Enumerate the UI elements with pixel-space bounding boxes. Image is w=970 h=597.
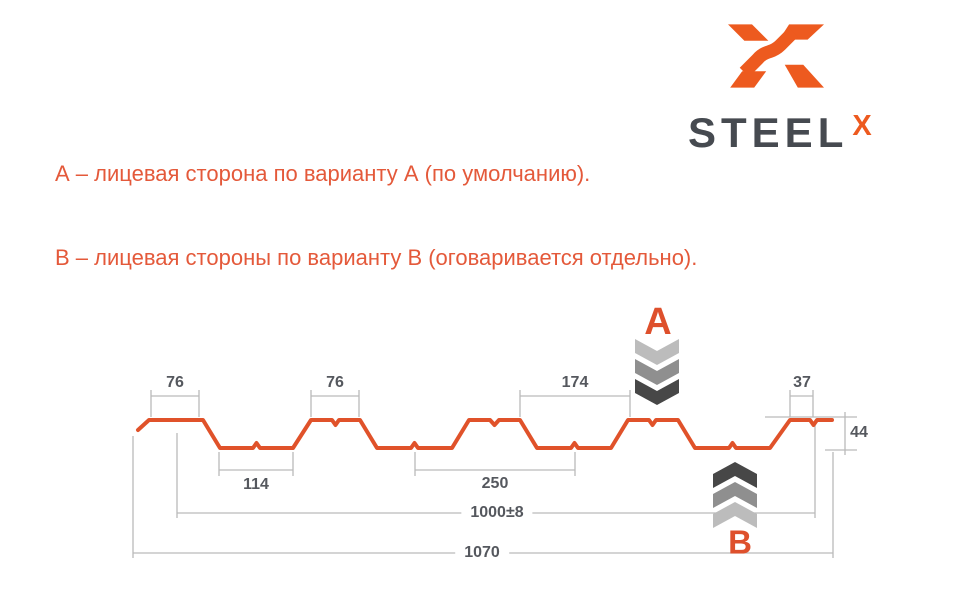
note-variant-b: В – лицевая стороны по варианту В (огова… bbox=[55, 245, 698, 270]
brand-name: STEEL X bbox=[688, 112, 872, 154]
dim-label-valley: 114 bbox=[243, 476, 269, 493]
dim-label-overall-width: 1070 bbox=[455, 545, 509, 561]
dim-label-crest1: 76 bbox=[166, 374, 184, 391]
sheet-profile-line bbox=[136, 418, 834, 450]
dim-label-pitch: 250 bbox=[481, 475, 509, 492]
dim-label-cover-width: 1000±8 bbox=[461, 505, 533, 521]
dim-label-crest2: 76 bbox=[326, 374, 344, 391]
steelx-logo-icon bbox=[728, 24, 824, 88]
variant-a-label: А bbox=[644, 301, 672, 343]
variant-b-label: В bbox=[728, 523, 752, 561]
note-variant-a: А – лицевая сторона по варианту А (по ум… bbox=[55, 161, 591, 186]
brand-text: STEEL bbox=[688, 109, 849, 156]
dim-label-crest-gap: 174 bbox=[561, 374, 589, 391]
dim-label-height: 44 bbox=[850, 424, 868, 441]
brand-sup-x: X bbox=[852, 110, 872, 142]
dim-label-edge-crest: 37 bbox=[793, 374, 811, 391]
